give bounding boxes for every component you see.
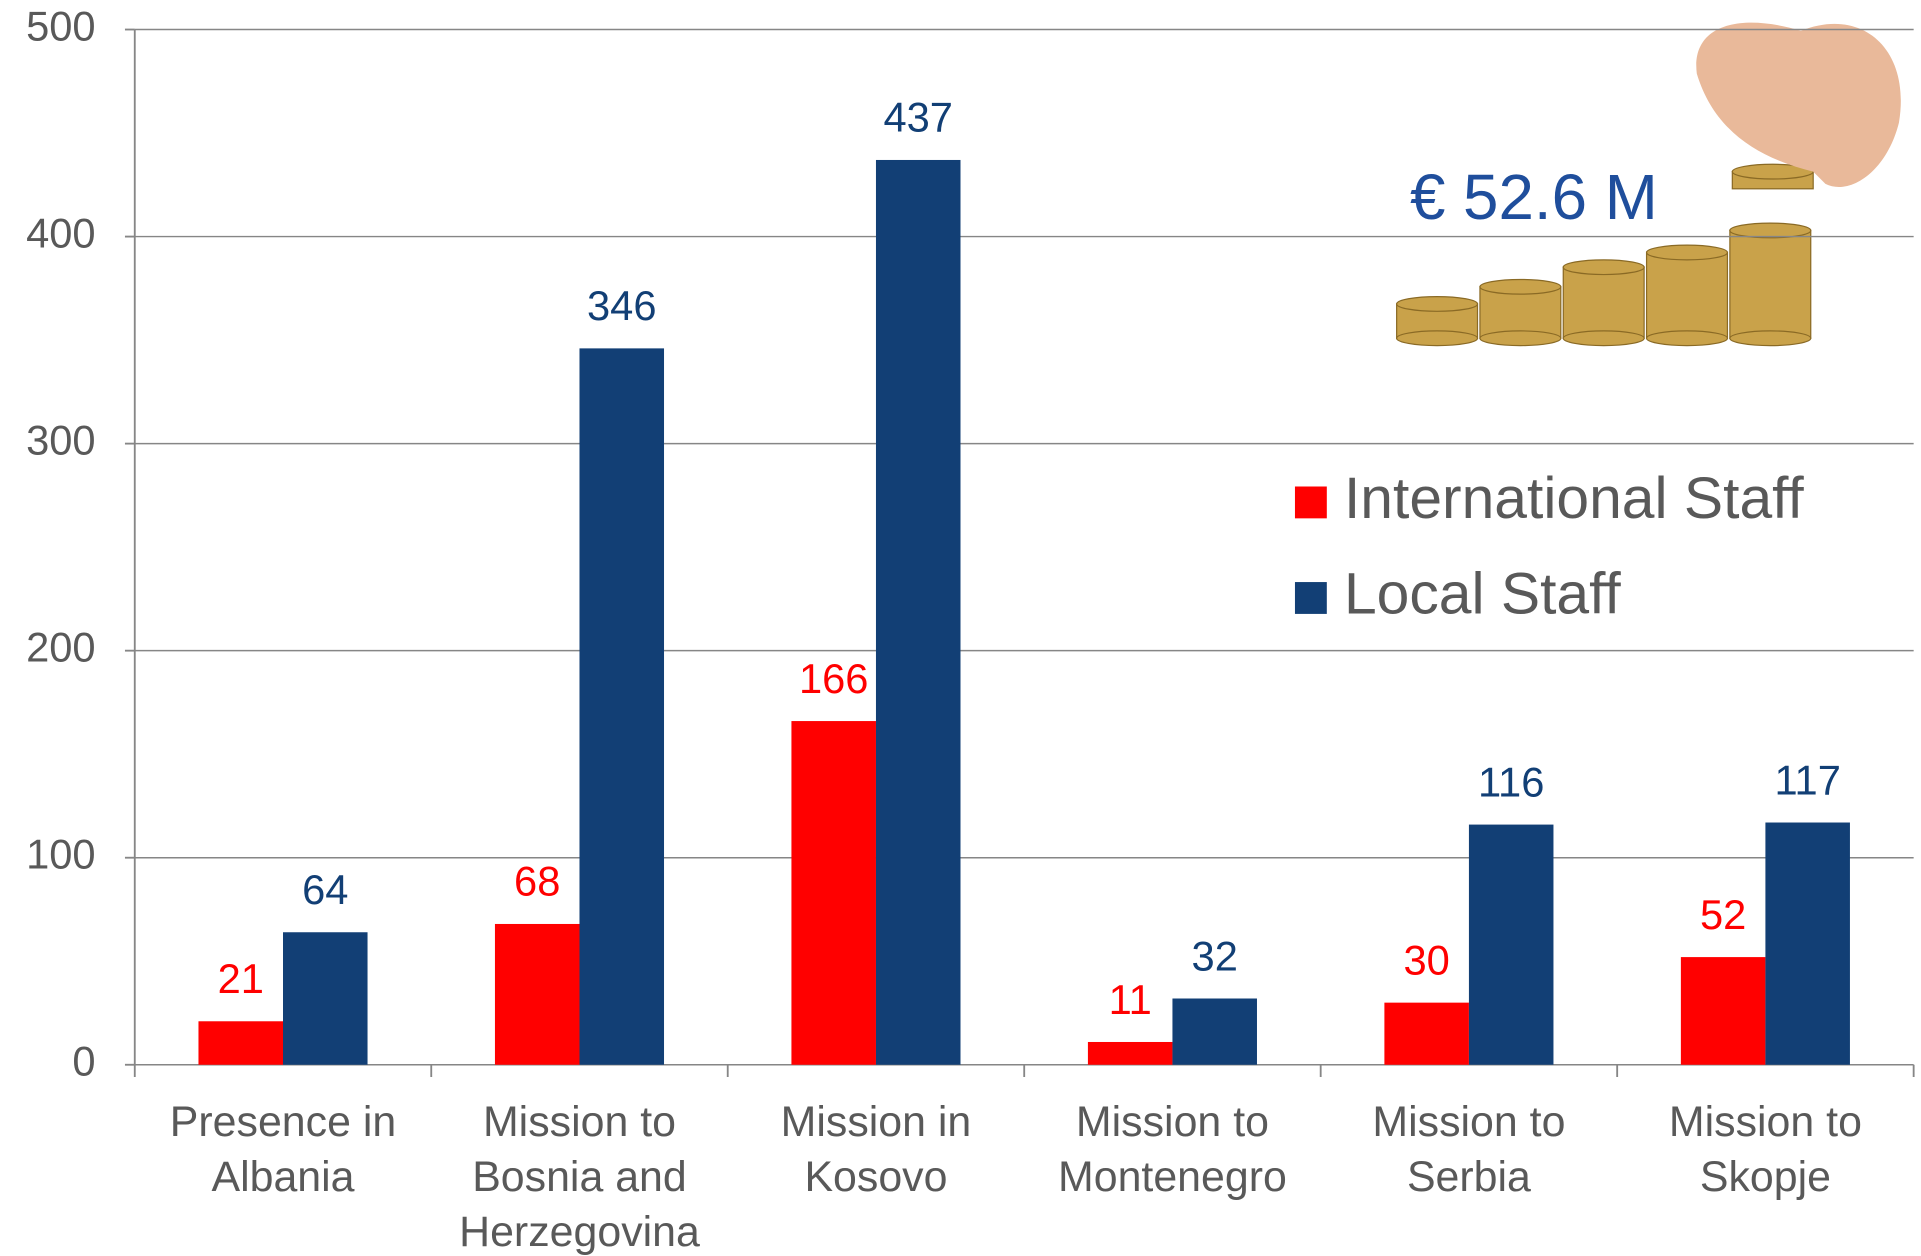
data-label: 68	[514, 858, 560, 905]
x-label-box: Mission to Skopje	[1621, 1094, 1910, 1256]
bar	[1765, 823, 1850, 1065]
x-tick-label: Mission to Bosnia and Herzegovina	[435, 1094, 724, 1256]
data-label: 30	[1403, 936, 1449, 983]
data-label: 117	[1774, 756, 1840, 803]
x-label-box: Mission in Kosovo	[731, 1094, 1020, 1256]
data-label: 437	[883, 94, 952, 141]
bar	[1469, 825, 1554, 1065]
data-label: 32	[1192, 932, 1238, 979]
x-tick-label: Mission in Kosovo	[731, 1094, 1020, 1204]
bar	[198, 1021, 283, 1064]
data-label: 11	[1109, 976, 1152, 1023]
data-label: 166	[799, 655, 868, 702]
data-label: 116	[1478, 758, 1544, 805]
x-label-box: Mission to Serbia	[1324, 1094, 1613, 1256]
data-label: 21	[218, 955, 264, 1002]
data-label: 64	[302, 866, 348, 913]
legend-swatch	[1295, 486, 1327, 518]
x-label-box: Mission to Montenegro	[1028, 1094, 1317, 1256]
x-tick-label: Mission to Montenegro	[1028, 1094, 1317, 1204]
x-label-box: Mission to Bosnia and Herzegovina	[435, 1094, 724, 1256]
chart: € 52.6 M 0 100 200 300 400 500 Presence in Alb…	[0, 0, 1921, 1256]
bar	[1172, 999, 1257, 1065]
x-label-box: Presence in Albania	[138, 1094, 427, 1256]
annotation: € 52.6 M	[1410, 162, 1658, 233]
y-tick-label: 400	[26, 210, 95, 257]
bar	[876, 160, 961, 1065]
y-tick-label: 100	[26, 831, 95, 878]
bar	[1384, 1003, 1469, 1065]
x-tick-label: Presence in Albania	[138, 1094, 427, 1204]
bar	[1681, 957, 1766, 1065]
bar	[495, 924, 580, 1065]
y-tick-label: 200	[26, 624, 95, 671]
legend-swatch	[1295, 582, 1327, 614]
x-tick-label: Mission to Skopje	[1621, 1094, 1910, 1204]
y-tick-label: 0	[72, 1038, 95, 1085]
bar	[283, 932, 368, 1065]
data-label: 52	[1700, 891, 1746, 938]
x-tick-label: Mission to Serbia	[1324, 1094, 1613, 1204]
y-tick-label: 500	[26, 3, 95, 50]
legend-label: Local Staff	[1344, 562, 1621, 627]
legend-label: International Staff	[1344, 466, 1804, 531]
bar	[1088, 1042, 1173, 1065]
bar	[579, 348, 664, 1064]
data-label: 346	[587, 282, 656, 329]
y-tick-label: 300	[26, 417, 95, 464]
bar	[791, 721, 876, 1065]
